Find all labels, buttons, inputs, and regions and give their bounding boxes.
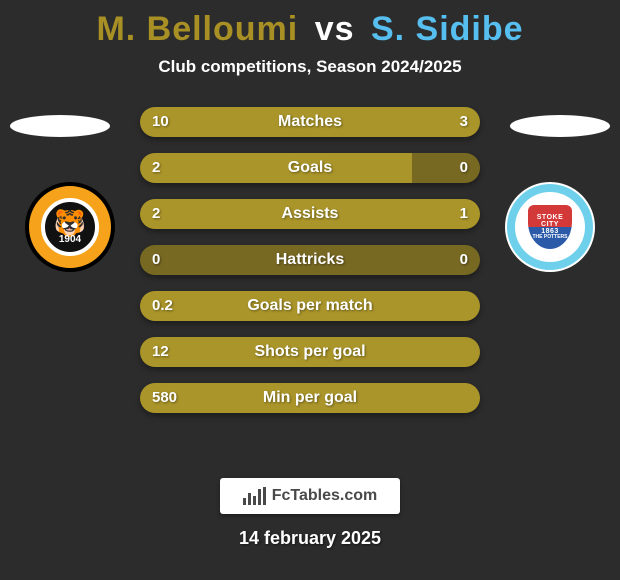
stat-bar-row: 20Goals	[140, 153, 480, 183]
stat-bar-row: 580Min per goal	[140, 383, 480, 413]
comparison-title: M. Belloumi vs S. Sidibe	[0, 0, 620, 49]
crest-outer-ring: 🐯 1904	[25, 182, 115, 272]
crest-ring1: STOKE CITY 1863 THE POTTERS	[505, 182, 595, 272]
player1-name: M. Belloumi	[96, 10, 298, 48]
crest-text-mid: CITY	[541, 221, 559, 228]
bar-label: Min per goal	[140, 383, 480, 413]
tiger-icon: 🐯	[54, 210, 86, 236]
crest-ring2: STOKE CITY 1863 THE POTTERS	[515, 192, 585, 262]
stat-bar-row: 12Shots per goal	[140, 337, 480, 367]
bar-label: Matches	[140, 107, 480, 137]
stat-bar-row: 21Assists	[140, 199, 480, 229]
bar-label: Assists	[140, 199, 480, 229]
bar-label: Goals	[140, 153, 480, 183]
crest-year-left: 1904	[59, 234, 81, 245]
stat-bars: 103Matches 20Goals 21Assists 00Hattricks 0.2…	[140, 107, 480, 429]
subtitle: Club competitions, Season 2024/2025	[0, 57, 620, 77]
stat-bar-row: 103Matches	[140, 107, 480, 137]
stat-bar-row: 0.2Goals per match	[140, 291, 480, 321]
club-crest-right: STOKE CITY 1863 THE POTTERS	[505, 182, 595, 272]
stat-bar-row: 00Hattricks	[140, 245, 480, 275]
crest-text-top: STOKE	[537, 214, 564, 221]
player2-name: S. Sidibe	[371, 10, 524, 48]
crest-inner-circle: 🐯 1904	[41, 198, 99, 256]
bar-label: Hattricks	[140, 245, 480, 275]
crest-text-bottom: THE POTTERS	[532, 234, 567, 240]
footer-date: 14 february 2025	[0, 528, 620, 549]
vs-label: vs	[315, 10, 355, 48]
comparison-content: 🐯 1904 STOKE CITY 1863 THE POTTERS 103Ma…	[0, 107, 620, 452]
player2-shadow-ellipse	[510, 115, 610, 137]
fctables-logo: FcTables.com	[220, 478, 400, 514]
club-crest-left: 🐯 1904	[25, 182, 115, 272]
player1-shadow-ellipse	[10, 115, 110, 137]
bar-chart-icon	[243, 487, 266, 505]
crest-shield: STOKE CITY 1863 THE POTTERS	[526, 203, 574, 251]
bar-label: Shots per goal	[140, 337, 480, 367]
bar-label: Goals per match	[140, 291, 480, 321]
brand-text: FcTables.com	[272, 487, 378, 505]
